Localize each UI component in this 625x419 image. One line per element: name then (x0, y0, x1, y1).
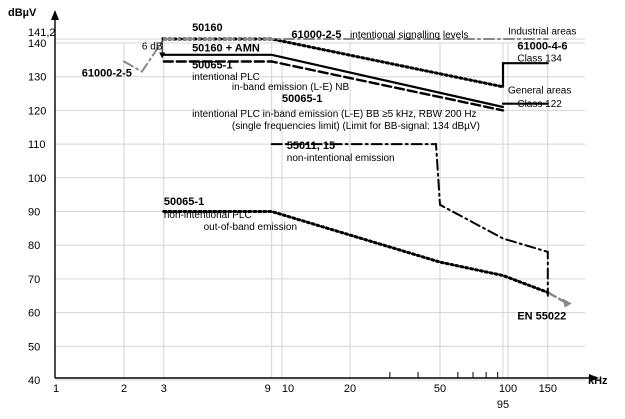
y-tick-label: 120 (28, 105, 46, 117)
annotations: 50160 6 dB 50160 + AMN 61000-2-5 intentional… (82, 22, 577, 322)
y-tick-label: 141,2 (28, 27, 56, 39)
x-tick-label: 2 (121, 383, 127, 395)
series-line (162, 53, 505, 109)
series-line (162, 210, 550, 294)
y-tick-label: 140 (28, 38, 46, 50)
annotation-text: 50160 + AMN (192, 42, 260, 54)
x-tick-label: 20 (344, 383, 356, 395)
x-tick-label: 3 (161, 383, 167, 395)
series-line (501, 62, 549, 88)
annotation-text: non-intentional emission (287, 153, 395, 164)
x-tick-label: 50 (434, 383, 446, 395)
y-tick-label: 40 (28, 375, 40, 387)
tick-labels: dBµVkHz405060708090100110120130140141,21… (8, 7, 608, 411)
y-tick-label: 70 (28, 274, 40, 286)
x-tick-label: 100 (499, 383, 517, 395)
annotation-text: 50065-1 (282, 93, 322, 105)
annotation-text: (single frequencies limit) (Limit for BB… (232, 121, 480, 132)
annotation-text: non-intentional PLC (164, 210, 252, 221)
annotation-text: Class 134 (517, 54, 562, 65)
annotation-text: intentional PLC in-band emission (L-E) B… (192, 109, 477, 120)
x-tick-label: 95 (497, 399, 509, 411)
annotation-text: 50160 (192, 22, 223, 34)
series-arrow (562, 298, 572, 308)
annotation-text: 61000-2-5 (82, 68, 132, 80)
annotation-text: EN 55022 (517, 310, 566, 322)
annotation-text: intentional PLC (192, 72, 260, 83)
y-tick-label: 100 (28, 173, 46, 185)
x-tick-label: 150 (539, 383, 557, 395)
series-line (546, 291, 567, 304)
annotation-text: General areas (508, 86, 571, 97)
annotation-text: 6 dB (142, 42, 163, 53)
annotation-text: Industrial areas (508, 27, 576, 38)
x-axis-label: kHz (588, 375, 608, 387)
six-db-arrow (159, 52, 166, 59)
axes (51, 10, 599, 382)
x-axis-arrow (589, 374, 599, 382)
annotation-text: intentional signalling levels (350, 30, 468, 41)
x-tick-label: 1 (53, 383, 59, 395)
y-tick-label: 80 (28, 240, 40, 252)
annotation-text: 50065-1 (192, 59, 232, 71)
series-line (270, 143, 549, 297)
y-axis-label: dBµV (8, 7, 37, 19)
y-tick-label: 110 (28, 139, 46, 151)
y-tick-label: 90 (28, 207, 40, 219)
series-line (123, 38, 549, 73)
x-tick-label: 9 (265, 383, 271, 395)
y-axis-arrow (51, 10, 59, 20)
series-group (123, 37, 572, 308)
annotation-text: 55011, 15 (287, 140, 335, 152)
series-line (162, 60, 505, 112)
annotation-text: in-band emission (L-E) NB (232, 82, 350, 93)
annotation-text: Class 122 (517, 99, 562, 110)
x-tick-label: 10 (282, 383, 294, 395)
y-tick-label: 60 (28, 308, 40, 320)
y-tick-label: 50 (28, 341, 40, 353)
annotation-text: 50065-1 (164, 196, 204, 208)
annotation-text: 61000-2-5 (291, 29, 341, 41)
annotation-text: out-of-band emission (204, 222, 297, 233)
y-tick-label: 130 (28, 72, 46, 84)
annotation-text: 61000-4-6 (517, 41, 567, 53)
